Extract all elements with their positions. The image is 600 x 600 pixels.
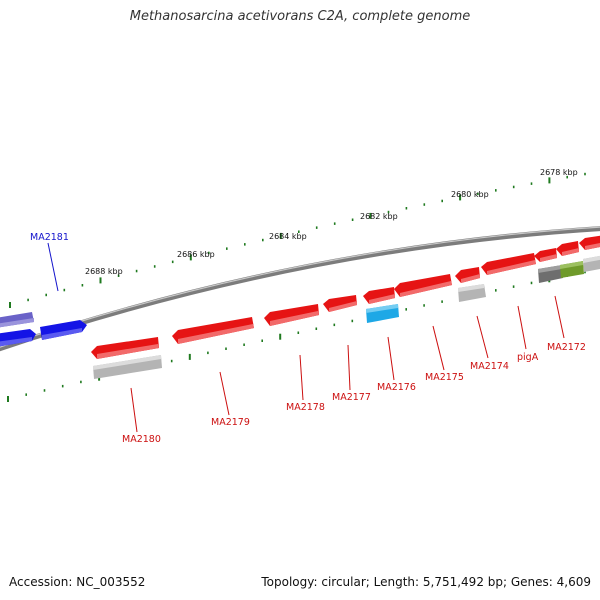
gene-label-ma2172[interactable]: MA2172 [547, 342, 586, 353]
gene-label-ma2177[interactable]: MA2177 [332, 392, 371, 403]
kbp-label-2678: 2678 kbp [540, 168, 578, 177]
kbp-label-2680: 2680 kbp [451, 190, 489, 199]
gene-label-ma2181[interactable]: MA2181 [30, 232, 69, 243]
gene-box-olive-shade [560, 261, 583, 269]
kbp-label-2682: 2682 kbp [360, 212, 398, 221]
gene-arrow-right-3-shade [585, 243, 600, 250]
gene-arrow-ma2179-shade [178, 324, 254, 344]
gene-arrow-piga-shade [487, 260, 536, 275]
map-title: Methanosarcina acetivorans C2A, complete… [129, 9, 471, 24]
gene-arrow-ma2176-shade [369, 294, 395, 304]
gene-arrow-faded-forward-shade [0, 318, 34, 328]
gene-arrow-ma2178-shade [270, 311, 319, 326]
gene-box-light-gray-right-shade [583, 255, 600, 263]
gene-label-ma2175[interactable]: MA2175 [425, 372, 464, 383]
leader-ma2177 [347, 344, 351, 391]
accession-label: Accession: NC_003552 [9, 575, 146, 589]
leader-piga [517, 305, 527, 350]
leader-ma2175 [432, 325, 445, 371]
genome-backbone-highlight [0, 226, 600, 348]
gene-arrow-ma2181-shade [42, 328, 82, 340]
kbp-label-2686: 2686 kbp [177, 250, 215, 259]
gene-label-ma2176[interactable]: MA2176 [377, 382, 416, 393]
gene-arrow-right-2-shade [562, 248, 579, 256]
leader-ma2181 [47, 242, 59, 292]
gene-box-ma2176-cyan-shade [366, 304, 398, 313]
gene-arrow-ma2175-shade [400, 281, 452, 297]
inner-tick-track [7, 270, 586, 402]
genome-stats-label: Topology: circular; Length: 5,751,492 bp… [261, 575, 591, 589]
genome-backbone [0, 226, 600, 352]
leader-ma2172 [554, 295, 565, 339]
gene-label-ma2180[interactable]: MA2180 [122, 434, 161, 445]
label-leader-lines [47, 242, 565, 433]
forward-strand-genes [0, 312, 87, 347]
gene-label-ma2179[interactable]: MA2179 [211, 417, 250, 428]
gene-label-piga[interactable]: pigA [517, 352, 539, 363]
gene-arrow-ma2180-shade [97, 344, 159, 359]
gene-box-ma2180-pseudo-shade [93, 355, 161, 370]
leader-ma2176 [387, 336, 395, 381]
gene-arrow-ma2174-shade [461, 274, 480, 283]
gene-label-ma2178[interactable]: MA2178 [286, 402, 325, 413]
gene-arrow-forward-left-shade [0, 337, 32, 347]
gene-box-dark-gray-shade [538, 265, 562, 273]
gene-labels: MA2181 MA2180 MA2179 MA2178 MA2177 MA217… [30, 232, 586, 445]
leader-ma2178 [299, 354, 304, 401]
reverse-strand-genes [91, 235, 600, 379]
gene-arrow-right-1-shade [540, 254, 557, 262]
gene-box-ma2174-pseudo-shade [458, 284, 484, 292]
gene-arrow-ma2177-shade [329, 301, 357, 312]
kbp-label-2688: 2688 kbp [85, 267, 123, 276]
gene-label-ma2174[interactable]: MA2174 [470, 361, 509, 372]
kbp-labels: 2678 kbp 2680 kbp 2682 kbp 2684 kbp 2686… [85, 168, 578, 276]
leader-ma2179 [219, 371, 230, 416]
kbp-label-2684: 2684 kbp [269, 232, 307, 241]
leader-ma2174 [476, 315, 489, 359]
outer-tick-track [9, 172, 586, 308]
leader-ma2180 [130, 387, 138, 433]
